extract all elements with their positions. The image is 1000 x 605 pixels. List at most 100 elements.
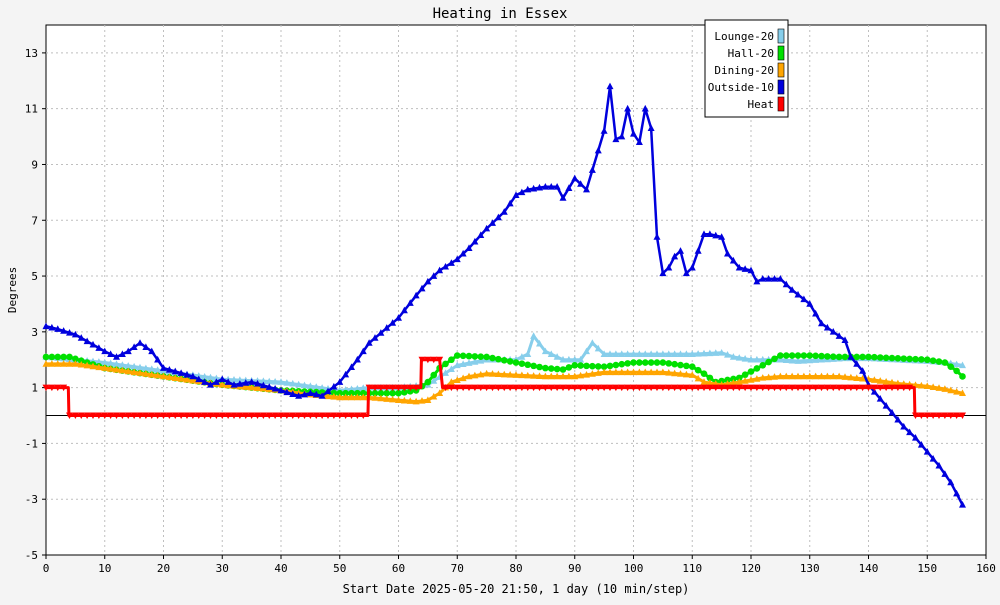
data-point — [606, 362, 614, 370]
data-point — [853, 353, 861, 361]
data-point — [142, 364, 150, 372]
data-point — [653, 233, 661, 240]
data-point — [818, 319, 825, 327]
data-point — [747, 384, 755, 392]
data-point — [489, 219, 496, 226]
data-point — [929, 357, 937, 364]
data-point — [406, 388, 414, 395]
data-point — [371, 384, 379, 392]
data-point — [377, 384, 385, 392]
data-point — [154, 371, 162, 379]
data-point — [788, 286, 796, 293]
data-point — [853, 374, 861, 381]
data-point — [430, 392, 438, 400]
y-tick-label: -5 — [25, 549, 38, 562]
data-point — [183, 371, 191, 378]
data-point — [506, 199, 514, 207]
data-point — [201, 412, 209, 420]
data-point — [647, 384, 655, 392]
data-point — [330, 382, 338, 390]
data-point — [248, 383, 256, 391]
data-point — [565, 184, 573, 191]
data-point — [765, 358, 772, 366]
data-point — [201, 372, 209, 380]
data-point — [371, 389, 379, 397]
data-point — [389, 319, 397, 326]
data-point — [459, 374, 467, 382]
data-point — [459, 384, 467, 392]
data-point — [89, 362, 97, 370]
data-point — [724, 384, 731, 392]
data-point — [612, 350, 620, 357]
data-point — [489, 370, 496, 377]
data-point — [383, 395, 391, 402]
data-point — [265, 377, 273, 385]
data-point — [906, 355, 913, 363]
data-point — [154, 412, 162, 420]
data-point — [818, 372, 825, 380]
y-tick-label: -1 — [25, 437, 38, 450]
data-point — [929, 412, 937, 420]
data-point — [130, 412, 138, 420]
data-point — [359, 412, 367, 420]
data-point — [453, 361, 461, 369]
data-point — [794, 384, 802, 392]
data-point — [295, 392, 303, 399]
data-point — [118, 366, 126, 374]
data-point — [42, 384, 50, 392]
data-point — [665, 263, 673, 271]
data-point — [353, 412, 361, 420]
data-point — [324, 412, 332, 420]
x-tick-label: 10 — [98, 562, 111, 575]
data-point — [471, 371, 479, 379]
data-point — [359, 389, 367, 397]
data-point — [395, 396, 402, 403]
data-point — [259, 381, 267, 389]
data-point — [812, 384, 820, 392]
data-point — [471, 358, 479, 365]
data-point — [753, 375, 761, 382]
data-point — [66, 328, 73, 336]
data-point — [929, 454, 937, 462]
data-point — [565, 384, 573, 392]
data-point — [171, 367, 179, 375]
data-point — [512, 359, 520, 366]
data-point — [160, 364, 167, 371]
data-point — [771, 373, 778, 380]
data-point — [606, 350, 614, 357]
data-point — [653, 359, 661, 366]
x-tick-label: 90 — [568, 562, 581, 575]
data-point — [635, 350, 643, 357]
data-point — [788, 352, 796, 359]
data-point — [618, 368, 626, 376]
data-point — [442, 369, 449, 376]
data-point — [829, 384, 837, 392]
data-point — [859, 353, 866, 361]
data-point — [54, 325, 62, 332]
data-point — [894, 415, 902, 423]
data-point — [659, 269, 667, 277]
x-tick-label: 20 — [157, 562, 170, 575]
data-point — [906, 384, 914, 392]
data-point — [489, 384, 496, 392]
data-point — [829, 328, 837, 335]
data-point — [571, 384, 579, 392]
data-point — [594, 344, 602, 352]
data-point — [753, 365, 761, 372]
data-point — [83, 361, 91, 369]
legend-box — [704, 19, 789, 118]
data-point — [447, 384, 455, 392]
data-point — [688, 350, 696, 357]
data-point — [835, 332, 843, 339]
data-point — [259, 412, 267, 420]
data-point — [630, 359, 637, 366]
data-point — [301, 390, 308, 398]
data-point — [124, 362, 132, 369]
data-point — [201, 378, 209, 385]
data-point — [113, 412, 120, 420]
x-tick-label: 50 — [333, 562, 346, 575]
data-point — [788, 372, 796, 380]
data-point — [688, 363, 696, 371]
x-tick-label: 70 — [451, 562, 464, 575]
data-point — [306, 412, 314, 420]
